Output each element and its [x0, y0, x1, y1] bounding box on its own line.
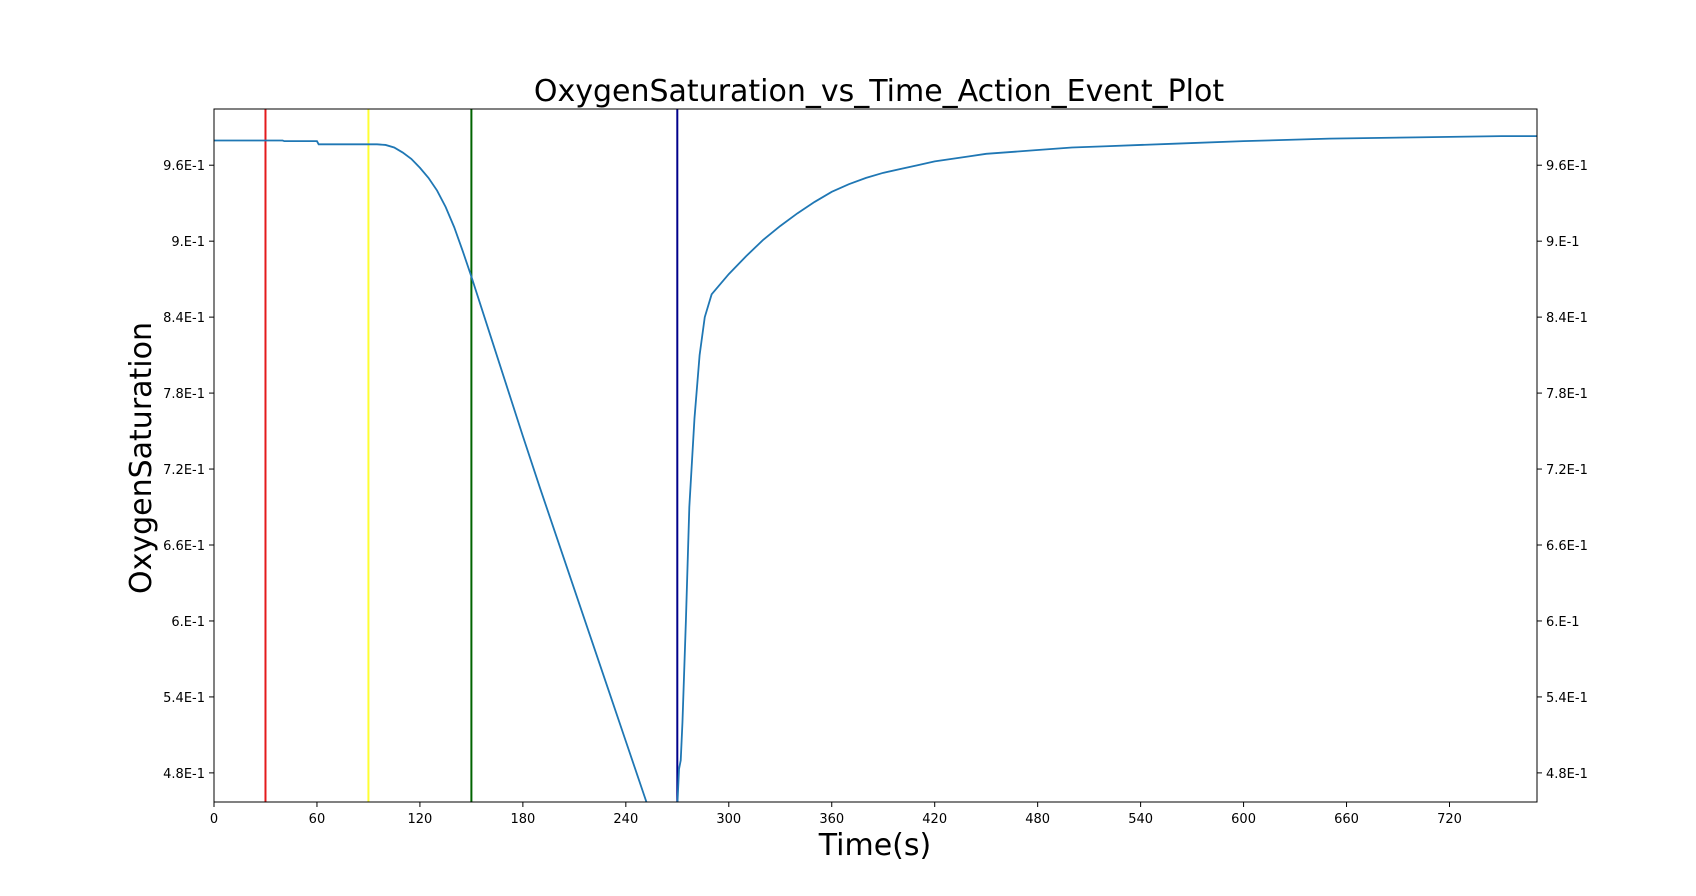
series-line-0: [214, 135, 1537, 802]
x-tick-label-12: 720: [1437, 812, 1462, 827]
y-tick-label-left-2: 6.E-1: [171, 615, 205, 630]
y-tick-label-right-6: 8.4E-1: [1546, 311, 1588, 326]
x-axis-label: Time(s): [818, 828, 931, 863]
x-tick-label-8: 480: [1025, 812, 1050, 827]
y-tick-label-right-3: 6.6E-1: [1546, 539, 1588, 554]
y-tick-label-right-4: 7.2E-1: [1546, 463, 1588, 478]
x-tick-label-3: 180: [510, 812, 535, 827]
y-tick-label-left-4: 7.2E-1: [163, 463, 205, 478]
x-tick-label-1: 60: [309, 812, 326, 827]
y-tick-label-right-5: 7.8E-1: [1546, 387, 1588, 402]
x-tick-label-2: 120: [408, 812, 433, 827]
y-tick-label-left-8: 9.6E-1: [163, 159, 205, 174]
chart-title: OxygenSaturation_vs_Time_Action_Event_Pl…: [534, 74, 1225, 109]
y-axis-label: OxygenSaturation: [124, 322, 159, 594]
y-tick-label-right-8: 9.6E-1: [1546, 159, 1588, 174]
x-tick-label-7: 420: [922, 812, 947, 827]
plot-frame: [213, 108, 1538, 803]
y-tick-label-left-5: 7.8E-1: [163, 387, 205, 402]
plot-area: 0 60 120 180 240 300 360 420 480 540 600 660 720 4.8E…: [163, 108, 1588, 827]
y-tick-label-right-7: 9.E-1: [1546, 235, 1580, 250]
x-tick-label-5: 300: [716, 812, 741, 827]
x-tick-label-9: 540: [1128, 812, 1153, 827]
x-tick-label-10: 600: [1231, 812, 1256, 827]
y-tick-label-right-0: 4.8E-1: [1546, 767, 1588, 782]
x-tick-label-11: 660: [1334, 812, 1359, 827]
y-tick-label-left-1: 5.4E-1: [163, 691, 205, 706]
x-tick-label-0: 0: [210, 812, 218, 827]
x-tick-label-4: 240: [613, 812, 638, 827]
y-tick-label-right-1: 5.4E-1: [1546, 691, 1588, 706]
y-tick-label-left-0: 4.8E-1: [163, 767, 205, 782]
x-tick-label-6: 360: [819, 812, 844, 827]
y-tick-label-left-6: 8.4E-1: [163, 311, 205, 326]
y-tick-label-left-3: 6.6E-1: [163, 539, 205, 554]
y-tick-label-left-7: 9.E-1: [171, 235, 205, 250]
y-tick-label-right-2: 6.E-1: [1546, 615, 1580, 630]
